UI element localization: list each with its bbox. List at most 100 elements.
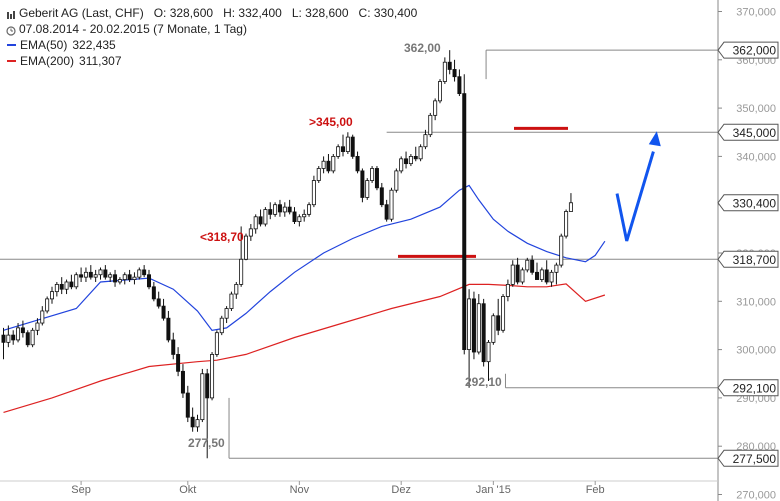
legend-ema50-value: 322,435 (72, 38, 116, 52)
candle-body (45, 298, 50, 312)
candle-body (544, 269, 549, 283)
legend-range: 07.08.2014 - 20.02.2015 (7 Monate, 1 Tag… (19, 22, 247, 36)
candle-body (137, 269, 142, 278)
legend-ema50-row: EMA(50) 322,435 (6, 37, 417, 53)
price-tag-label: 345,000 (733, 126, 777, 140)
candle-body (239, 258, 244, 285)
candle-body (467, 298, 472, 351)
candle-body (113, 274, 118, 283)
candle-body (30, 329, 35, 346)
candle-body (98, 269, 103, 276)
y-tick-label: 350,000 (736, 103, 776, 115)
candle-body (74, 274, 79, 288)
candle-body (122, 274, 127, 280)
candle-body (564, 211, 569, 237)
candle-body (447, 61, 452, 70)
candle-body (190, 416, 195, 428)
price-tag (717, 41, 779, 59)
candle-body (437, 81, 442, 102)
legend-instrument-row: Geberit AG (Last, CHF) O: 328,600 H: 332… (6, 5, 417, 21)
candle-body (151, 286, 156, 300)
candle-body (16, 327, 21, 341)
candle-body (520, 269, 525, 283)
legend-range-row: 07.08.2014 - 20.02.2015 (7 Monate, 1 Tag… (6, 21, 417, 37)
price-tag-label: 362,000 (733, 44, 777, 58)
candle-body (214, 332, 219, 355)
candle-body (268, 209, 273, 215)
candle-body (510, 264, 515, 285)
candle-body (156, 298, 161, 307)
candle-body (302, 213, 307, 218)
candle-body (132, 276, 137, 280)
candle-body (345, 136, 350, 152)
candle-body (146, 274, 151, 288)
chart-legend: Geberit AG (Last, CHF) O: 328,600 H: 332… (6, 5, 417, 69)
legend-ema50-label: EMA(50) (20, 38, 68, 52)
ema50-swatch (7, 44, 16, 46)
candle-body (11, 334, 16, 341)
candle-body (496, 315, 501, 331)
candle-body (69, 281, 74, 288)
candle-body (370, 168, 375, 181)
candle-body (142, 269, 147, 276)
legend-ema200-value: 311,307 (79, 54, 122, 68)
candle-body (554, 264, 559, 273)
candle-body (35, 322, 40, 331)
candle-body (505, 283, 510, 297)
candle-body (365, 180, 370, 198)
candle-body (83, 271, 88, 278)
candle-body (277, 204, 282, 213)
candle-body (253, 216, 258, 230)
candle-body (234, 283, 239, 295)
candle-body (64, 281, 69, 290)
legend-high: H: 332,400 (223, 6, 282, 20)
candle-body (360, 170, 365, 198)
x-tick-label: Okt (179, 484, 196, 496)
candle-body (185, 392, 190, 418)
x-tick-label: Dez (391, 484, 411, 496)
x-tick-label: Jan '15 (476, 484, 511, 496)
candle-body (297, 216, 302, 223)
candle-body (180, 370, 185, 394)
candle-body (6, 334, 11, 343)
candle-body (176, 354, 181, 372)
candle-body (452, 69, 457, 78)
y-tick-label: 340,000 (736, 151, 776, 163)
candle-body (408, 155, 413, 165)
candle-body (423, 134, 428, 148)
legend-close: C: 330,400 (358, 6, 418, 20)
candle-body (25, 332, 30, 346)
candle-body (481, 303, 486, 363)
x-tick-label: Sep (71, 484, 91, 496)
candle-body (103, 269, 108, 278)
price-tag (717, 250, 779, 268)
candle-body (273, 204, 278, 215)
candle-body (433, 100, 438, 116)
price-tag-label: 277,500 (733, 452, 777, 466)
legend-low: L: 328,600 (291, 6, 349, 20)
candle-body (88, 271, 93, 278)
candle-body (117, 279, 122, 283)
candle-body (525, 259, 530, 271)
candle-body (350, 136, 355, 157)
y-tick-label: 370,000 (736, 7, 776, 19)
instrument-icon (6, 8, 16, 19)
price-tag-label: 318,700 (733, 253, 777, 267)
candle-body (282, 206, 287, 213)
annotation-high: 362,00 (404, 41, 441, 55)
candle-body (355, 155, 360, 172)
candle-body (379, 187, 384, 206)
annotation-low: 292,10 (465, 375, 502, 389)
candle-body (263, 209, 268, 225)
ema200-line (3, 283, 606, 413)
candle-body (243, 235, 248, 260)
candle-body (210, 354, 215, 399)
candle-body (171, 339, 176, 355)
candle-body (340, 146, 345, 152)
candle-body (413, 155, 418, 160)
candle-body (501, 296, 506, 331)
candle-body (476, 303, 481, 353)
candle-body (161, 305, 166, 319)
candle-body (535, 271, 540, 280)
